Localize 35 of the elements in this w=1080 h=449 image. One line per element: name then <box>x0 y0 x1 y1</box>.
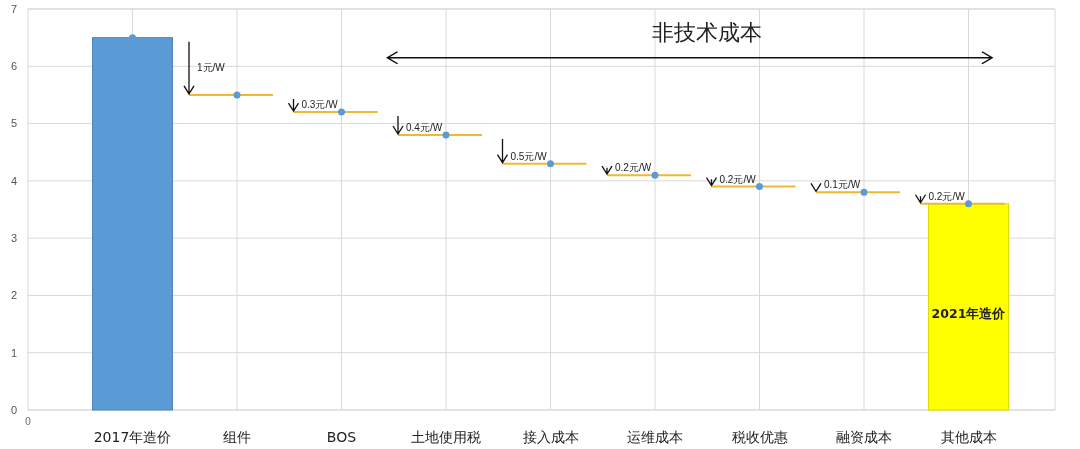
annotation: 2021年造价 <box>931 306 1007 322</box>
x-tick-label: 接入成本 <box>522 429 579 445</box>
category-label: 0 <box>24 416 32 427</box>
y-tick-label: 3 <box>10 231 18 244</box>
y-tick-label: 1 <box>10 346 18 359</box>
point <box>442 131 450 139</box>
x-tick-label: 土地使用税 <box>411 429 481 445</box>
point <box>547 160 554 168</box>
annotation: 非技术成本 <box>652 19 763 45</box>
annotation: 0.3元/W <box>301 99 339 111</box>
point <box>651 171 659 179</box>
y-tick-label: 5 <box>10 117 18 130</box>
annotation: 1元/W <box>197 61 226 73</box>
x-tick-label: 税收优惠 <box>731 429 788 445</box>
y-tick-label: 2 <box>10 289 18 302</box>
annotation: 0.2元/W <box>615 162 652 174</box>
y-tick-label: 6 <box>10 60 18 73</box>
point <box>233 91 241 99</box>
x-tick-label: BOS <box>326 429 357 445</box>
annotation: 0.1元/W <box>824 179 861 191</box>
x-tick-label: 组件 <box>223 429 251 445</box>
y-tick-label: 7 <box>10 2 18 15</box>
x-tick-label: 运维成本 <box>627 429 683 445</box>
y-tick-label: 4 <box>10 174 18 187</box>
point <box>338 108 345 116</box>
annotation: 0.2元/W <box>719 173 757 185</box>
annotation: 0.2元/W <box>928 190 966 202</box>
point <box>965 200 972 208</box>
x-tick-label: 其他成本 <box>940 429 997 445</box>
annotation: 0.4元/W <box>406 122 443 134</box>
point <box>860 188 868 196</box>
x-tick-label: 融资成本 <box>836 429 892 445</box>
annotation: 0.5元/W <box>510 150 548 162</box>
x-tick-label: 2017年造价 <box>93 429 172 445</box>
point <box>756 183 763 191</box>
